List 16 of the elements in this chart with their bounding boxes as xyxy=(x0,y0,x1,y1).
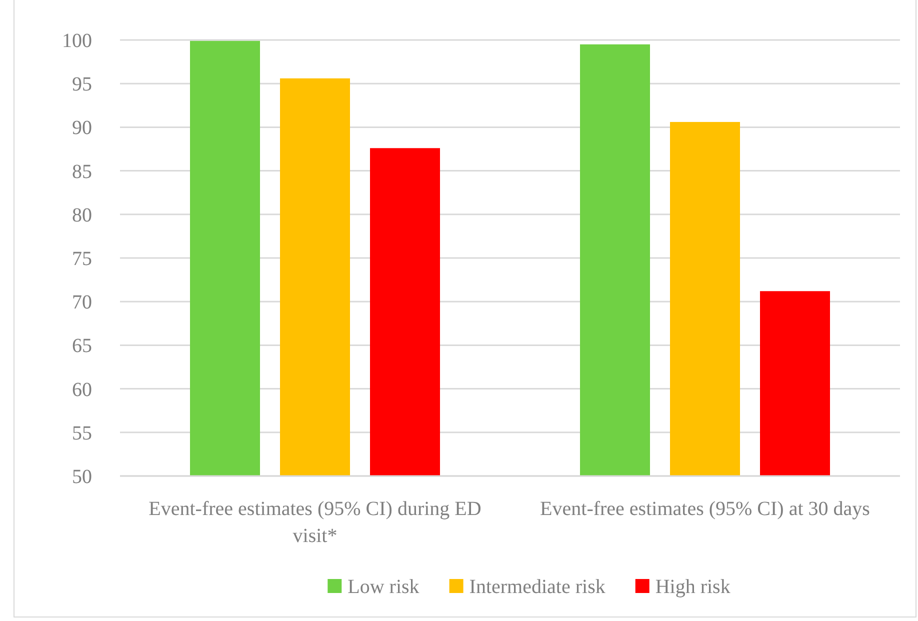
y-tick-label: 65 xyxy=(72,335,92,358)
x-tick-label: Event-free estimates (95% CI) at 30 days xyxy=(540,498,870,520)
y-tick-label: 100 xyxy=(62,30,92,52)
x-tick-label: Event-free estimates (95% CI) during ED visit* xyxy=(148,498,482,547)
y-tick-label: 50 xyxy=(72,466,92,488)
legend-label: Intermediate risk xyxy=(469,576,606,598)
y-tick-label: 90 xyxy=(72,117,92,140)
y-tick-label: 60 xyxy=(72,378,92,401)
legend-label: Low risk xyxy=(348,576,420,598)
y-tick-label: 70 xyxy=(72,292,92,314)
y-tick-label: 80 xyxy=(72,204,92,226)
legend-label: High risk xyxy=(655,576,730,598)
y-tick-label: 55 xyxy=(72,422,92,444)
y-tick-label: 95 xyxy=(72,74,92,96)
y-tick-label: 75 xyxy=(72,248,92,270)
y-tick-label: 85 xyxy=(72,160,92,183)
